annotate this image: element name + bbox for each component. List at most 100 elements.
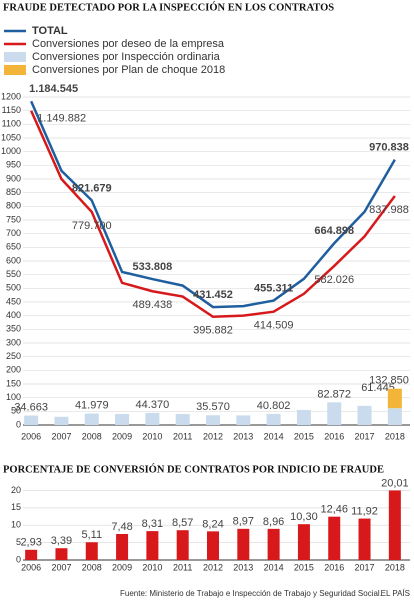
y-tick-label: 400: [6, 310, 21, 320]
line: [30, 110, 396, 319]
y-tick-label: 850: [6, 187, 21, 197]
value-label: 2,93: [20, 537, 41, 549]
value-label: 8,31: [142, 518, 163, 530]
x-tick-label: 2007: [51, 431, 71, 441]
bar: [176, 530, 189, 560]
annotation: 132.850: [369, 375, 409, 387]
y-tick-label: 1050: [1, 132, 21, 142]
x-tick-label: 2018: [385, 431, 405, 441]
x-tick-label: 2018: [385, 562, 405, 572]
x-tick-label: 2016: [324, 562, 344, 572]
value-label: 779.700: [72, 220, 112, 232]
bar: [55, 548, 68, 560]
y-tick-label: 0: [16, 554, 21, 564]
y-tick-label: 10: [11, 520, 21, 530]
y-tick-label: 20: [11, 485, 21, 495]
value-label: 395.882: [193, 325, 233, 337]
value-label: 7,48: [111, 521, 132, 533]
x-tick-label: 2011: [173, 431, 192, 441]
x-tick-label: 2010: [142, 431, 162, 441]
bar: [387, 388, 402, 409]
value-label: 3,39: [51, 535, 72, 547]
bar: [358, 518, 371, 560]
y-tick-label: 1000: [1, 146, 21, 156]
value-label: 533.808: [133, 261, 173, 273]
x-tick-label: 2012: [203, 431, 223, 441]
y-tick-label: 250: [6, 351, 21, 361]
y-tick-label: 5: [16, 537, 21, 547]
y-tick-label: 800: [6, 201, 21, 211]
value-label: 431.452: [193, 289, 233, 301]
value-label: 34.663: [14, 401, 48, 413]
y-tick-label: 900: [6, 173, 21, 183]
bar: [84, 413, 99, 425]
value-label: 664.898: [314, 225, 354, 237]
value-label: 40.802: [257, 400, 291, 412]
y-tick-label: 150: [6, 378, 21, 388]
value-label: 11,92: [351, 505, 378, 517]
y-tick-label: 1150: [2, 105, 21, 115]
value-label: 582.026: [314, 274, 354, 286]
x-tick-label: 2015: [294, 562, 314, 572]
x-tick-label: 2014: [264, 431, 284, 441]
y-tick-label: 750: [6, 214, 21, 224]
legend-label: Conversiones por deseo de la empresa: [32, 38, 225, 50]
bar: [327, 402, 342, 425]
legend-label: Conversiones por Inspección ordinaria: [32, 51, 221, 63]
y-tick-label: 1200: [1, 91, 21, 101]
x-tick-label: 2012: [203, 562, 223, 572]
y-tick-label: 950: [6, 160, 21, 170]
bar: [237, 528, 250, 560]
x-tick-label: 2006: [21, 562, 41, 572]
x-tick-label: 2008: [82, 431, 102, 441]
x-tick-label: 2010: [142, 562, 162, 572]
bar: [357, 405, 372, 425]
x-tick-label: 2017: [355, 431, 375, 441]
line: [30, 100, 396, 309]
y-tick-label: 550: [6, 269, 21, 279]
x-tick-label: 2007: [51, 562, 71, 572]
value-label: 8,96: [263, 516, 284, 528]
bar: [25, 549, 38, 560]
value-label: 44.370: [136, 399, 170, 411]
bar: [236, 415, 251, 425]
legend-label: TOTAL: [32, 25, 68, 37]
bar: [388, 490, 401, 560]
value-label: 8,97: [233, 516, 254, 528]
bar: [24, 415, 39, 425]
legend-label: Conversiones por Plan de choque 2018: [32, 64, 225, 76]
bar: [115, 414, 130, 425]
value-label: 82.872: [317, 388, 351, 400]
y-tick-label: 200: [6, 365, 21, 375]
y-tick-label: 600: [6, 255, 21, 265]
bar: [175, 414, 190, 425]
bar: [296, 409, 311, 425]
bar: [206, 415, 220, 425]
bar: [328, 516, 341, 560]
y-tick-label: 300: [6, 337, 21, 347]
value-label: 8,24: [202, 518, 223, 530]
x-tick-label: 2009: [112, 562, 132, 572]
chart-title: FRAUDE DETECTADO POR LA INSPECCIÓN EN LO…: [3, 1, 334, 13]
chart-title: PORCENTAJE DE CONVERSIÓN DE CONTRATOS PO…: [3, 463, 384, 475]
bar: [207, 531, 219, 560]
bar: [297, 524, 310, 560]
value-label: 455.311: [254, 282, 293, 294]
value-label: 8,57: [172, 517, 193, 529]
x-tick-label: 2008: [82, 562, 102, 572]
y-tick-label: 650: [6, 242, 21, 252]
x-tick-label: 2009: [112, 431, 132, 441]
value-label: 20,01: [381, 477, 409, 489]
x-tick-label: 2013: [233, 431, 253, 441]
legend-swatch: [4, 52, 26, 62]
value-label: 414.509: [254, 320, 294, 332]
bar: [54, 416, 69, 425]
x-tick-label: 2016: [324, 431, 344, 441]
value-label: 41.979: [75, 399, 109, 411]
bar: [267, 528, 280, 560]
source: Fuente: Ministerio de Trabajo e Inspecci…: [120, 589, 382, 598]
y-tick-label: 1100: [2, 119, 21, 129]
y-tick-label: 50: [11, 406, 21, 416]
y-tick-label: 350: [6, 324, 21, 334]
